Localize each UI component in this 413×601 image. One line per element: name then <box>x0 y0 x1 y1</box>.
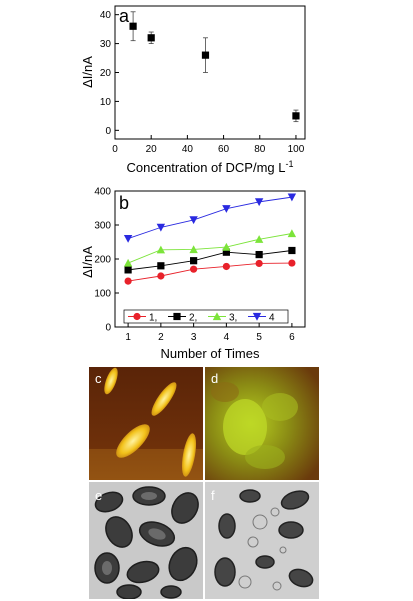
chart-b-series-4-point <box>156 223 166 232</box>
chart-b-series-1-point <box>255 259 263 268</box>
chart-a-ytick-label: 20 <box>100 68 112 79</box>
chart-b-frame <box>114 190 306 328</box>
chart-b-ytick-label: 200 <box>94 255 111 266</box>
chart-b-series-3-point <box>254 235 264 243</box>
chart-a-xtick-label: 0 <box>112 144 118 155</box>
chart-b-series-3-line <box>127 233 292 264</box>
chart-b-series-1-point <box>124 277 132 285</box>
chart-a: a ΔI/nA Concentration of DCP/mg L-1 0 20 4… <box>80 5 306 175</box>
chart-b-xtick-label: 3 <box>191 332 197 343</box>
micrograph-d-image <box>205 367 319 480</box>
chart-b-ytick-label: 400 <box>94 187 111 198</box>
chart-b-series-3-point <box>287 229 297 238</box>
chart-b-series-2-line <box>128 250 292 271</box>
chart-b-xlabel: Number of Times <box>161 346 260 361</box>
chart-b-legend: 1, 2, 3, 4 <box>123 309 289 324</box>
chart-b-legend-3-label: 3, <box>229 313 237 324</box>
chart-a-panel-label: a <box>119 6 130 26</box>
chart-a-point <box>129 22 137 30</box>
chart-a-xtick-label: 100 <box>288 144 305 155</box>
chart-b-series-3-point <box>189 245 198 254</box>
chart-a-ytick-label: 30 <box>100 39 112 50</box>
chart-a-ylabel: ΔI/nA <box>80 56 95 88</box>
chart-a-ytick-label: 10 <box>100 97 112 108</box>
chart-b-series-4-line <box>127 196 292 240</box>
micrograph-e: e <box>89 482 203 599</box>
chart-a-xlabel: Concentration of DCP/mg L-1 <box>127 159 294 175</box>
chart-b-series-1-point <box>222 262 230 271</box>
micrograph-f-image <box>205 482 319 599</box>
micrograph-f: f <box>205 482 319 599</box>
chart-b-series-3-point <box>156 245 166 254</box>
chart-b-xtick-label: 6 <box>289 332 295 343</box>
chart-b-xtick-label: 1 <box>125 332 131 343</box>
chart-a-ytick-label: 0 <box>105 126 111 137</box>
chart-a-point <box>201 51 210 59</box>
chart-b-legend-3-marker <box>212 312 222 321</box>
chart-a-xlabel-sup: -1 <box>285 159 293 169</box>
micrograph-c: c <box>89 367 203 480</box>
chart-a-point <box>292 112 300 120</box>
chart-b-legend-4-marker <box>252 312 262 321</box>
chart-a-xtick-label: 20 <box>146 144 158 155</box>
chart-b-legend-1-label: 1, <box>149 313 157 324</box>
micrograph-c-label: c <box>95 371 102 386</box>
chart-b-series-4-point <box>222 205 231 213</box>
chart-b: b ΔI/nA Number of Times 1 2 3 4 5 60100200300… <box>80 187 306 361</box>
chart-b-series-3-point <box>123 258 133 267</box>
chart-b-series-1-point <box>157 272 165 280</box>
chart-b-legend-2-label: 2, <box>189 313 197 324</box>
chart-b-series-2-point <box>157 262 165 270</box>
chart-b-ylabel: ΔI/nA <box>80 246 95 278</box>
chart-b-xtick-label: 4 <box>224 332 230 343</box>
micrograph-c-image <box>89 367 203 480</box>
chart-a-xtick-label: 60 <box>218 144 230 155</box>
chart-a-ytick-label: 40 <box>100 10 112 21</box>
micrograph-e-label: e <box>95 488 103 503</box>
micrograph-e-image <box>89 482 203 599</box>
chart-b-series-1-point <box>190 265 198 273</box>
chart-a-xlabel-main: Concentration of DCP/mg L <box>127 160 286 175</box>
chart-b-series-1-point <box>288 259 296 267</box>
chart-b-series-2-point <box>222 248 230 256</box>
chart-b-panel-label: b <box>119 193 129 213</box>
chart-a-xtick-label: 80 <box>254 144 266 155</box>
chart-b-legend-2-marker <box>173 312 181 321</box>
chart-b-ytick-label: 0 <box>105 323 111 334</box>
chart-b-legend-4-label: 4 <box>269 313 275 324</box>
chart-b-series-1-line <box>128 262 292 282</box>
chart-b-series-4-point <box>189 216 198 225</box>
chart-b-legend-box <box>123 309 289 324</box>
chart-b-ytick-label: 300 <box>94 221 111 232</box>
chart-a-xtick-label: 40 <box>182 144 194 155</box>
chart-b-xtick-label: 2 <box>158 332 164 343</box>
chart-a-point <box>147 34 155 42</box>
chart-b-series-2-point <box>255 250 263 259</box>
chart-b-series-4-point <box>254 198 264 207</box>
micrograph-d: d <box>205 367 319 480</box>
chart-b-series-2-point <box>288 246 296 255</box>
chart-b-series-2-point <box>124 266 132 274</box>
chart-b-series-3-point <box>222 242 231 251</box>
chart-b-series-2-point <box>190 257 198 265</box>
chart-b-legend-1-marker <box>133 312 141 321</box>
chart-a-frame <box>114 5 306 140</box>
chart-b-series-4-point <box>287 193 297 202</box>
chart-b-xtick-label: 5 <box>256 332 262 343</box>
micrograph-f-label: f <box>211 488 215 503</box>
micrograph-d-label: d <box>211 371 219 386</box>
chart-b-series-4-point <box>123 235 133 243</box>
chart-b-ytick-label: 100 <box>94 289 111 300</box>
